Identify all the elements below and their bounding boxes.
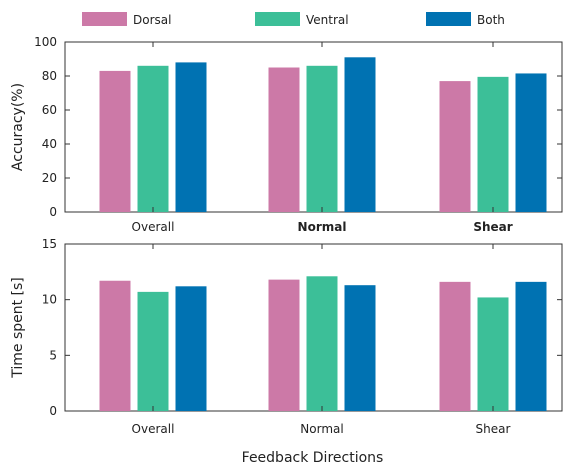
y-axis-label: Accuracy(%) (10, 83, 26, 171)
bar-dorsal-overall (99, 280, 131, 411)
y-tick-label: 10 (42, 293, 57, 307)
y-tick-label: 60 (42, 103, 57, 117)
bar-ventral-overall (137, 291, 169, 411)
bar-both-shear (515, 73, 547, 212)
y-tick-label: 100 (34, 35, 57, 49)
bar-ventral-shear (477, 76, 509, 212)
bar-ventral-shear (477, 297, 509, 411)
legend-label-both: Both (477, 13, 505, 27)
legend: Dorsal Ventral Both (82, 12, 505, 27)
x-tick-label-overall: Overall (132, 220, 175, 234)
x-tick-label-shear: Shear (473, 220, 512, 234)
y-tick-label: 40 (42, 137, 57, 151)
bar-both-normal (344, 57, 376, 212)
bar-both-overall (175, 62, 207, 213)
x-tick-label-shear: Shear (476, 422, 511, 436)
y-tick-label: 80 (42, 69, 57, 83)
legend-label-dorsal: Dorsal (133, 13, 171, 27)
y-tick-label: 15 (42, 237, 57, 251)
bar-both-normal (344, 285, 376, 411)
y-tick-label: 0 (49, 404, 57, 418)
x-tick-label-normal: Normal (298, 220, 347, 234)
x-tick-label-overall: Overall (132, 422, 175, 436)
time-spent-panel: 0 5 10 15 Time spent [s] Overall Normal Shear (10, 237, 563, 436)
bar-both-shear (515, 281, 547, 411)
legend-label-ventral: Ventral (306, 13, 349, 27)
accuracy-panel: 0 20 40 60 80 100 Accuracy(%) Overall Normal Shea… (10, 35, 563, 234)
bar-ventral-normal (306, 276, 338, 411)
y-axis-label: Time spent [s] (10, 277, 26, 379)
y-tick-label: 0 (49, 205, 57, 219)
bar-dorsal-overall (99, 70, 131, 213)
x-axis-label: Feedback Directions (242, 450, 384, 466)
y-tick-label: 5 (49, 348, 57, 362)
bar-ventral-normal (306, 65, 338, 212)
bar-dorsal-normal (268, 279, 300, 411)
bar-ventral-overall (137, 65, 169, 212)
bar-both-overall (175, 286, 207, 411)
y-tick-label: 20 (42, 171, 57, 185)
bar-dorsal-shear (439, 81, 471, 212)
bar-dorsal-shear (439, 281, 471, 411)
bar-dorsal-normal (268, 67, 300, 212)
x-tick-label-normal: Normal (300, 422, 343, 436)
legend-swatch-ventral (255, 12, 300, 26)
legend-swatch-both (426, 12, 471, 26)
legend-swatch-dorsal (82, 12, 127, 26)
